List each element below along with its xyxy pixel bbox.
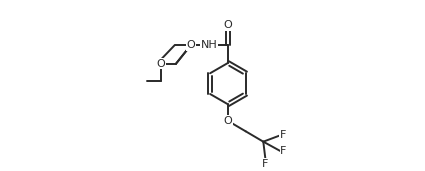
Text: O: O	[224, 20, 232, 30]
Text: F: F	[280, 146, 287, 156]
Text: O: O	[224, 116, 232, 126]
Text: O: O	[186, 40, 195, 50]
Text: F: F	[262, 159, 269, 169]
Text: NH: NH	[201, 40, 217, 50]
Text: F: F	[280, 130, 286, 140]
Text: O: O	[156, 59, 165, 69]
